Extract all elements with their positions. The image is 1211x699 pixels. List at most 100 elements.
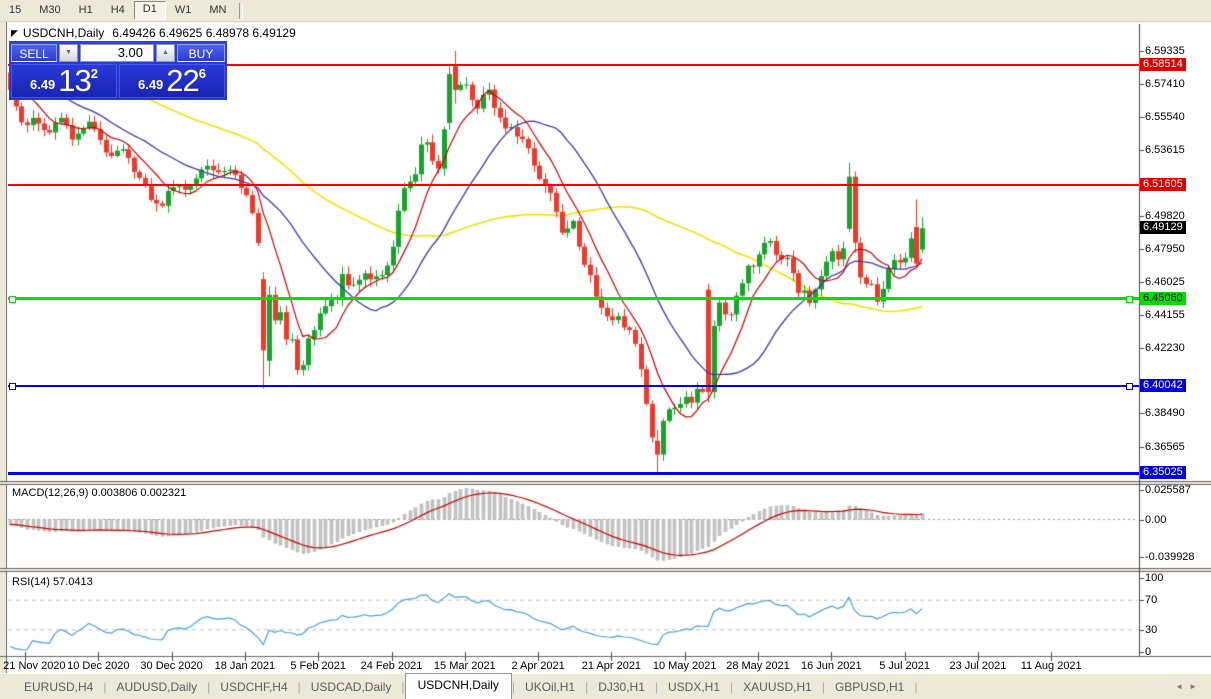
price-badge: 6.58514 [1140, 58, 1186, 72]
price-axis-label: 6.47950 [1145, 242, 1185, 255]
horizontal-level-line-6.35025[interactable] [8, 471, 1139, 475]
rsi-axis-label: 70 [1145, 594, 1158, 607]
date-label: 11 Aug 2021 [1020, 660, 1082, 672]
rsi-axis-label: 0 [1145, 646, 1152, 658]
tabs-scroll-left-icon[interactable]: ◄ [1175, 682, 1190, 691]
macd-axis-label: 0.025587 [1145, 484, 1191, 497]
timeframe-button-15[interactable]: 15 [9, 4, 22, 16]
date-label: 5 Feb 2021 [290, 660, 347, 672]
timeframe-button-H4[interactable]: H4 [110, 4, 125, 16]
tab-USDCNH-Daily[interactable]: USDCNH,Daily [404, 672, 512, 699]
sell-price-pips: 13 [58, 63, 91, 98]
horizontal-level-line-6.51605[interactable] [8, 184, 1139, 187]
tab-EURUSD-H4[interactable]: EURUSD,H4 [24, 679, 94, 694]
horizontal-level-line-6.58514[interactable] [8, 64, 1139, 67]
volume-decrease-button[interactable]: ▼ [59, 44, 78, 62]
price-axis-label: 6.46025 [1145, 276, 1185, 289]
tab-USDX-H1[interactable]: USDX,H1 [668, 679, 721, 694]
price-badge: 6.40042 [1140, 379, 1186, 393]
tab-separator: | [914, 679, 918, 694]
price-axis-label: 6.59335 [1145, 45, 1185, 57]
chart-title: ◤ USDCNH,Daily 6.49426 6.49625 6.48978 6.4… [11, 26, 296, 40]
date-label: 23 Jul 2021 [949, 660, 1007, 672]
tab-separator: | [103, 679, 107, 694]
tab-separator: | [585, 679, 589, 694]
triangle-up-icon: ▲ [162, 49, 169, 56]
volume-increase-button[interactable]: ▲ [156, 44, 175, 62]
line-handle[interactable] [9, 295, 16, 303]
date-label: 5 Jul 2021 [879, 660, 930, 672]
line-handle[interactable] [9, 383, 16, 391]
date-label: 10 May 2021 [652, 660, 717, 672]
sell-button[interactable]: SELL [11, 44, 57, 62]
sell-price-base: 6.49 [29, 77, 56, 92]
rsi-panel-label: RSI(14) 57.0413 [12, 576, 93, 588]
tab-USDCAD-Daily[interactable]: USDCAD,Daily [310, 679, 392, 694]
tab-separator: | [401, 679, 405, 694]
rsi-axis-label: 100 [1145, 572, 1164, 584]
toolbar-separator [239, 2, 244, 19]
price-axis-label: 6.44155 [1145, 308, 1185, 321]
price-axis-label: 6.55540 [1145, 110, 1185, 123]
tab-separator: | [654, 679, 658, 694]
date-label: 16 Jun 2021 [801, 660, 862, 672]
horizontal-level-line-6.45060[interactable] [8, 297, 1139, 301]
rsi-axis-label: 30 [1145, 623, 1158, 636]
tab-separator: | [821, 679, 825, 694]
tab-GBPUSD-H1[interactable]: GBPUSD,H1 [834, 679, 905, 694]
line-handle[interactable] [1126, 295, 1133, 303]
timeframe-button-M30[interactable]: M30 [39, 4, 61, 16]
date-label: 10 Dec 2020 [67, 660, 130, 672]
line-handle[interactable] [1126, 383, 1133, 391]
timeframe-button-W1[interactable]: W1 [174, 4, 192, 16]
timeframe-button-H1[interactable]: H1 [78, 4, 93, 16]
date-label: 21 Nov 2020 [3, 660, 66, 672]
symbol-tab-bar: EURUSD,H4 | AUDUSD,Daily | USDCHF,H4 | USDCAD,… [0, 672, 1211, 699]
date-label: 24 Feb 2021 [360, 660, 423, 672]
price-axis-label: 6.57410 [1145, 78, 1185, 91]
buy-price-pips: 22 [166, 63, 199, 98]
buy-price-point: 6 [198, 66, 207, 81]
triangle-down-icon: ▼ [65, 49, 72, 56]
timeframe-button-MN[interactable]: MN [209, 4, 227, 16]
tab-separator: | [511, 679, 516, 694]
symbol-label: USDCNH,Daily [22, 26, 105, 40]
date-label: 18 Jan 2021 [214, 660, 276, 672]
date-label: 21 Apr 2021 [581, 660, 642, 672]
tab-separator: | [730, 679, 734, 694]
chart-corner-icon: ◤ [11, 28, 18, 38]
buy-price-base: 6.49 [137, 77, 164, 92]
tab-UKOil-H1[interactable]: UKOil,H1 [525, 679, 576, 694]
tab-XAUUSD-H1[interactable]: XAUUSD,H1 [743, 679, 812, 694]
date-label: 2 Apr 2021 [511, 660, 565, 672]
price-axis-label: 6.49820 [1145, 210, 1185, 223]
price-axis-label: 6.36565 [1145, 440, 1185, 453]
chart-canvas[interactable] [0, 0, 1211, 675]
price-badge: 6.45060 [1140, 291, 1186, 305]
price-badge: 6.51605 [1140, 178, 1186, 192]
date-label: 30 Dec 2020 [140, 660, 203, 672]
price-badge: 6.35025 [1140, 466, 1186, 480]
buy-price-display[interactable]: 6.49 22 6 [119, 64, 225, 98]
tab-DJ30-H1[interactable]: DJ30,H1 [598, 679, 645, 694]
horizontal-level-line-6.40042[interactable] [8, 385, 1139, 388]
tab-separator: | [207, 679, 211, 694]
tab-USDCHF-H4[interactable]: USDCHF,H4 [220, 679, 288, 694]
tab-AUDUSD-Daily[interactable]: AUDUSD,Daily [116, 679, 198, 694]
macd-axis-label: 0.00 [1145, 513, 1167, 526]
one-click-trading-panel: SELL ▼ 3.00 ▲ BUY 6.49 13 2 6.49 22 6 [9, 41, 227, 100]
timeframe-toolbar: 15 M30 H1 H4 D1 W1 MN [0, 0, 1211, 22]
tabs-scroll-right-icon[interactable]: ► [1189, 682, 1203, 691]
sell-price-display[interactable]: 6.49 13 2 [11, 64, 117, 98]
price-badge: 6.49129 [1140, 221, 1186, 235]
date-axis: 21 Nov 2020 10 Dec 2020 30 Dec 2020 18 Jan … [0, 658, 1139, 673]
timeframe-button-D1[interactable]: D1 [133, 1, 166, 20]
volume-input[interactable]: 3.00 [80, 44, 154, 62]
price-axis-label: 6.53615 [1145, 144, 1185, 157]
buy-button[interactable]: BUY [177, 44, 225, 62]
date-label: 28 May 2021 [726, 660, 790, 672]
macd-panel-label: MACD(12,26,9) 0.003806 0.002321 [12, 487, 187, 499]
ohlc-values: 6.49426 6.49625 6.48978 6.49129 [112, 26, 296, 40]
date-label: 15 Mar 2021 [433, 660, 496, 672]
